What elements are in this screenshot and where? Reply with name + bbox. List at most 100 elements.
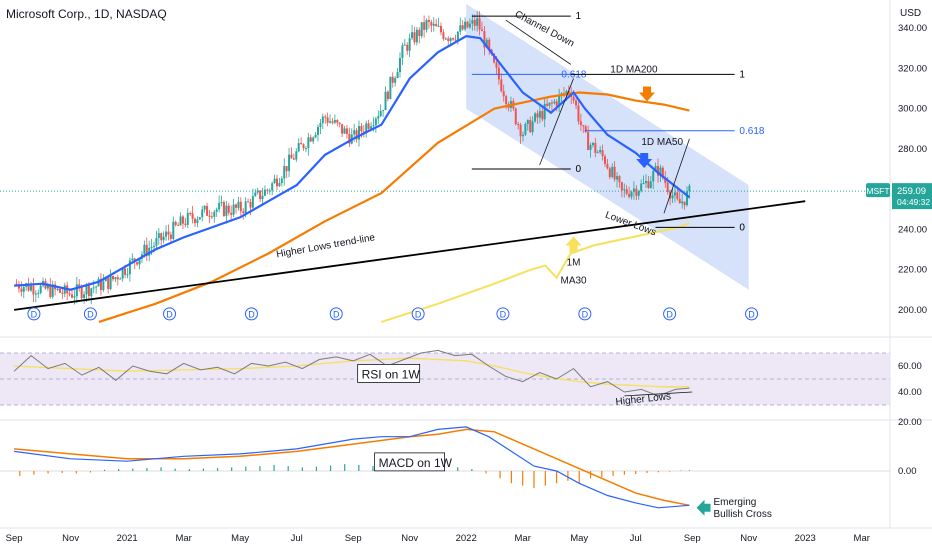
candle-body — [167, 231, 170, 235]
candle-body — [309, 137, 312, 142]
candle-body — [343, 128, 346, 134]
candle-body — [596, 152, 599, 154]
macd-label: MACD on 1W — [379, 456, 453, 470]
candle-body — [83, 294, 86, 299]
candle-body — [391, 76, 394, 83]
candle-body — [189, 212, 192, 214]
candle-body — [488, 39, 491, 50]
candle-body — [172, 221, 175, 239]
candle-body — [425, 20, 428, 30]
candle-body — [104, 277, 107, 282]
candle-body — [529, 119, 532, 133]
projection-arrow-2 — [663, 138, 690, 214]
macd-signal-line — [14, 428, 690, 507]
candle-body — [594, 142, 597, 153]
candle-body — [360, 126, 363, 132]
candle-body — [647, 180, 650, 188]
candle-body — [251, 196, 254, 208]
price-tick-label: 200.00 — [898, 305, 927, 316]
candle-body — [500, 79, 503, 92]
candle-body — [415, 29, 418, 43]
candle-body — [623, 189, 626, 191]
candle-body — [300, 143, 303, 145]
candle-body — [531, 121, 534, 133]
time-tick-label: Jul — [291, 533, 303, 544]
candle-body — [312, 137, 315, 142]
candle-body — [681, 201, 684, 204]
candle-body — [661, 167, 664, 178]
candle-body — [316, 126, 319, 135]
candle-body — [468, 23, 471, 28]
candle-body — [505, 96, 508, 105]
candle-body — [160, 233, 163, 241]
dividend-marker-label: D — [166, 309, 173, 319]
candle-body — [637, 191, 640, 196]
candle-body — [372, 125, 375, 127]
candle-body — [78, 284, 81, 288]
candle-body — [427, 20, 430, 23]
candle-body — [618, 176, 621, 183]
candle-body — [521, 134, 524, 137]
candle-body — [126, 274, 129, 276]
dividend-marker — [496, 307, 510, 321]
candle-body — [652, 171, 655, 182]
candle-body — [225, 205, 228, 216]
candle-body — [666, 182, 669, 192]
time-tick-label: Sep — [684, 533, 701, 544]
candle-body — [128, 260, 131, 275]
candle-body — [22, 286, 25, 292]
candle-body — [169, 234, 172, 239]
candle-body — [635, 188, 638, 196]
candle-body — [577, 105, 580, 122]
candle-body — [336, 119, 339, 123]
candle-body — [177, 224, 180, 226]
dividend-marker — [83, 307, 97, 321]
candle-body — [150, 246, 153, 248]
candle-body — [430, 22, 433, 26]
candle-body — [27, 283, 30, 291]
candle-body — [201, 209, 204, 218]
candle-body — [153, 245, 156, 247]
candle-body — [249, 201, 252, 208]
dividend-marker — [745, 307, 759, 321]
dividend-marker-label: D — [500, 309, 507, 319]
candle-body — [220, 202, 223, 204]
candle-body — [589, 145, 592, 150]
candle-body — [157, 233, 160, 239]
candle-body — [155, 238, 158, 246]
price-tick-label: 220.00 — [898, 265, 927, 276]
candle-body — [239, 201, 242, 212]
candle-body — [222, 202, 225, 216]
candle-body — [271, 183, 274, 191]
candle-body — [553, 101, 556, 104]
candle-body — [519, 124, 522, 137]
time-tick-label: Sep — [345, 533, 362, 544]
candle-body — [382, 110, 385, 112]
candle-body — [174, 221, 177, 225]
candle-body — [232, 204, 235, 215]
candle-body — [447, 38, 450, 42]
time-tick-label: Jul — [630, 533, 642, 544]
candle-body — [184, 223, 187, 225]
candle-body — [181, 216, 184, 224]
symbol-badge — [866, 183, 890, 198]
candle-body — [362, 131, 365, 133]
candle-body — [102, 281, 105, 291]
dividend-marker-label: D — [87, 309, 94, 319]
candle-body — [30, 285, 33, 291]
price-tick-label: 320.00 — [898, 63, 927, 74]
fib-level-label: 1 — [576, 11, 582, 22]
rsi-label: RSI on 1W — [362, 367, 421, 381]
candle-body — [34, 293, 37, 295]
candle-body — [683, 201, 686, 206]
candle-body — [599, 150, 602, 153]
candle-body — [649, 181, 652, 188]
fib-level-label: 0 — [576, 164, 582, 175]
candle-body — [213, 211, 216, 217]
candle-body — [514, 108, 517, 125]
dividend-marker — [578, 307, 592, 321]
candle-body — [210, 216, 213, 218]
candle-body — [302, 144, 305, 149]
candle-body — [138, 258, 141, 265]
